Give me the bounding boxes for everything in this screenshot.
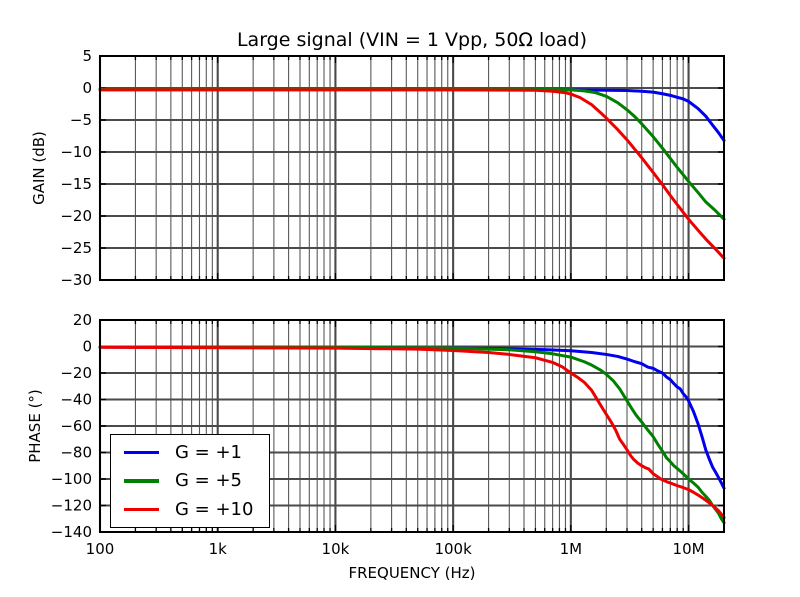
x-tick-label: 1k xyxy=(209,540,228,558)
y-tick-label: −30 xyxy=(60,271,92,289)
y-tick-label: −25 xyxy=(60,239,92,257)
y-tick-label: −15 xyxy=(60,175,92,193)
y-tick-label: −140 xyxy=(51,523,92,541)
y-tick-label: −20 xyxy=(60,364,92,382)
legend-item-label: G = +10 xyxy=(175,499,254,521)
series-line-g10 xyxy=(98,345,726,519)
y-tick-label: −100 xyxy=(51,470,92,488)
y-tick-label: −5 xyxy=(70,111,92,129)
legend-line-g1 xyxy=(124,450,159,455)
chart-title: Large signal (VIN = 1 Vpp, 50Ω load) xyxy=(236,29,588,51)
x-tick-label: 10M xyxy=(673,540,705,558)
phase-axis-label: PHASE (°) xyxy=(26,389,44,463)
plot-frame xyxy=(99,55,725,281)
y-tick-label: −40 xyxy=(60,391,92,409)
y-tick-label: 0 xyxy=(82,338,92,356)
series-line-g5 xyxy=(98,345,726,525)
gain-axis-label: GAIN (dB) xyxy=(30,131,48,205)
series-line-g10 xyxy=(98,88,726,260)
y-tick-label: −10 xyxy=(60,143,92,161)
y-tick-label: −60 xyxy=(60,417,92,435)
y-tick-label: −120 xyxy=(51,497,92,515)
x-tick-label: 100 xyxy=(86,540,115,558)
legend-item-label: G = +5 xyxy=(175,470,243,492)
series-line-g5 xyxy=(98,87,726,221)
legend-item: G = +1 xyxy=(124,442,269,463)
y-tick-label: −80 xyxy=(60,444,92,462)
legend-item: G = +10 xyxy=(124,499,269,520)
y-tick-label: 5 xyxy=(82,47,92,65)
series-line-g1 xyxy=(98,88,726,142)
x-tick-label: 1M xyxy=(560,540,583,558)
x-axis-label: FREQUENCY (Hz) xyxy=(348,564,475,582)
legend: G = +1 G = +5 G = +10 xyxy=(110,434,270,528)
legend-line-g5 xyxy=(124,479,159,483)
gain-plot: 5 0 −5 −10 −15 −20 −25 −30 xyxy=(60,47,726,289)
y-tick-label: 0 xyxy=(82,79,92,97)
y-tick-label: 20 xyxy=(73,311,92,329)
legend-line-g10 xyxy=(124,507,159,512)
series-line-g1 xyxy=(98,345,726,490)
x-tick-label: 10k xyxy=(322,540,350,558)
y-tick-label: −20 xyxy=(60,207,92,225)
legend-item: G = +5 xyxy=(124,470,269,491)
legend-item-label: G = +1 xyxy=(175,441,243,463)
x-tick-label: 100k xyxy=(434,540,472,558)
plot-frame xyxy=(99,319,725,533)
